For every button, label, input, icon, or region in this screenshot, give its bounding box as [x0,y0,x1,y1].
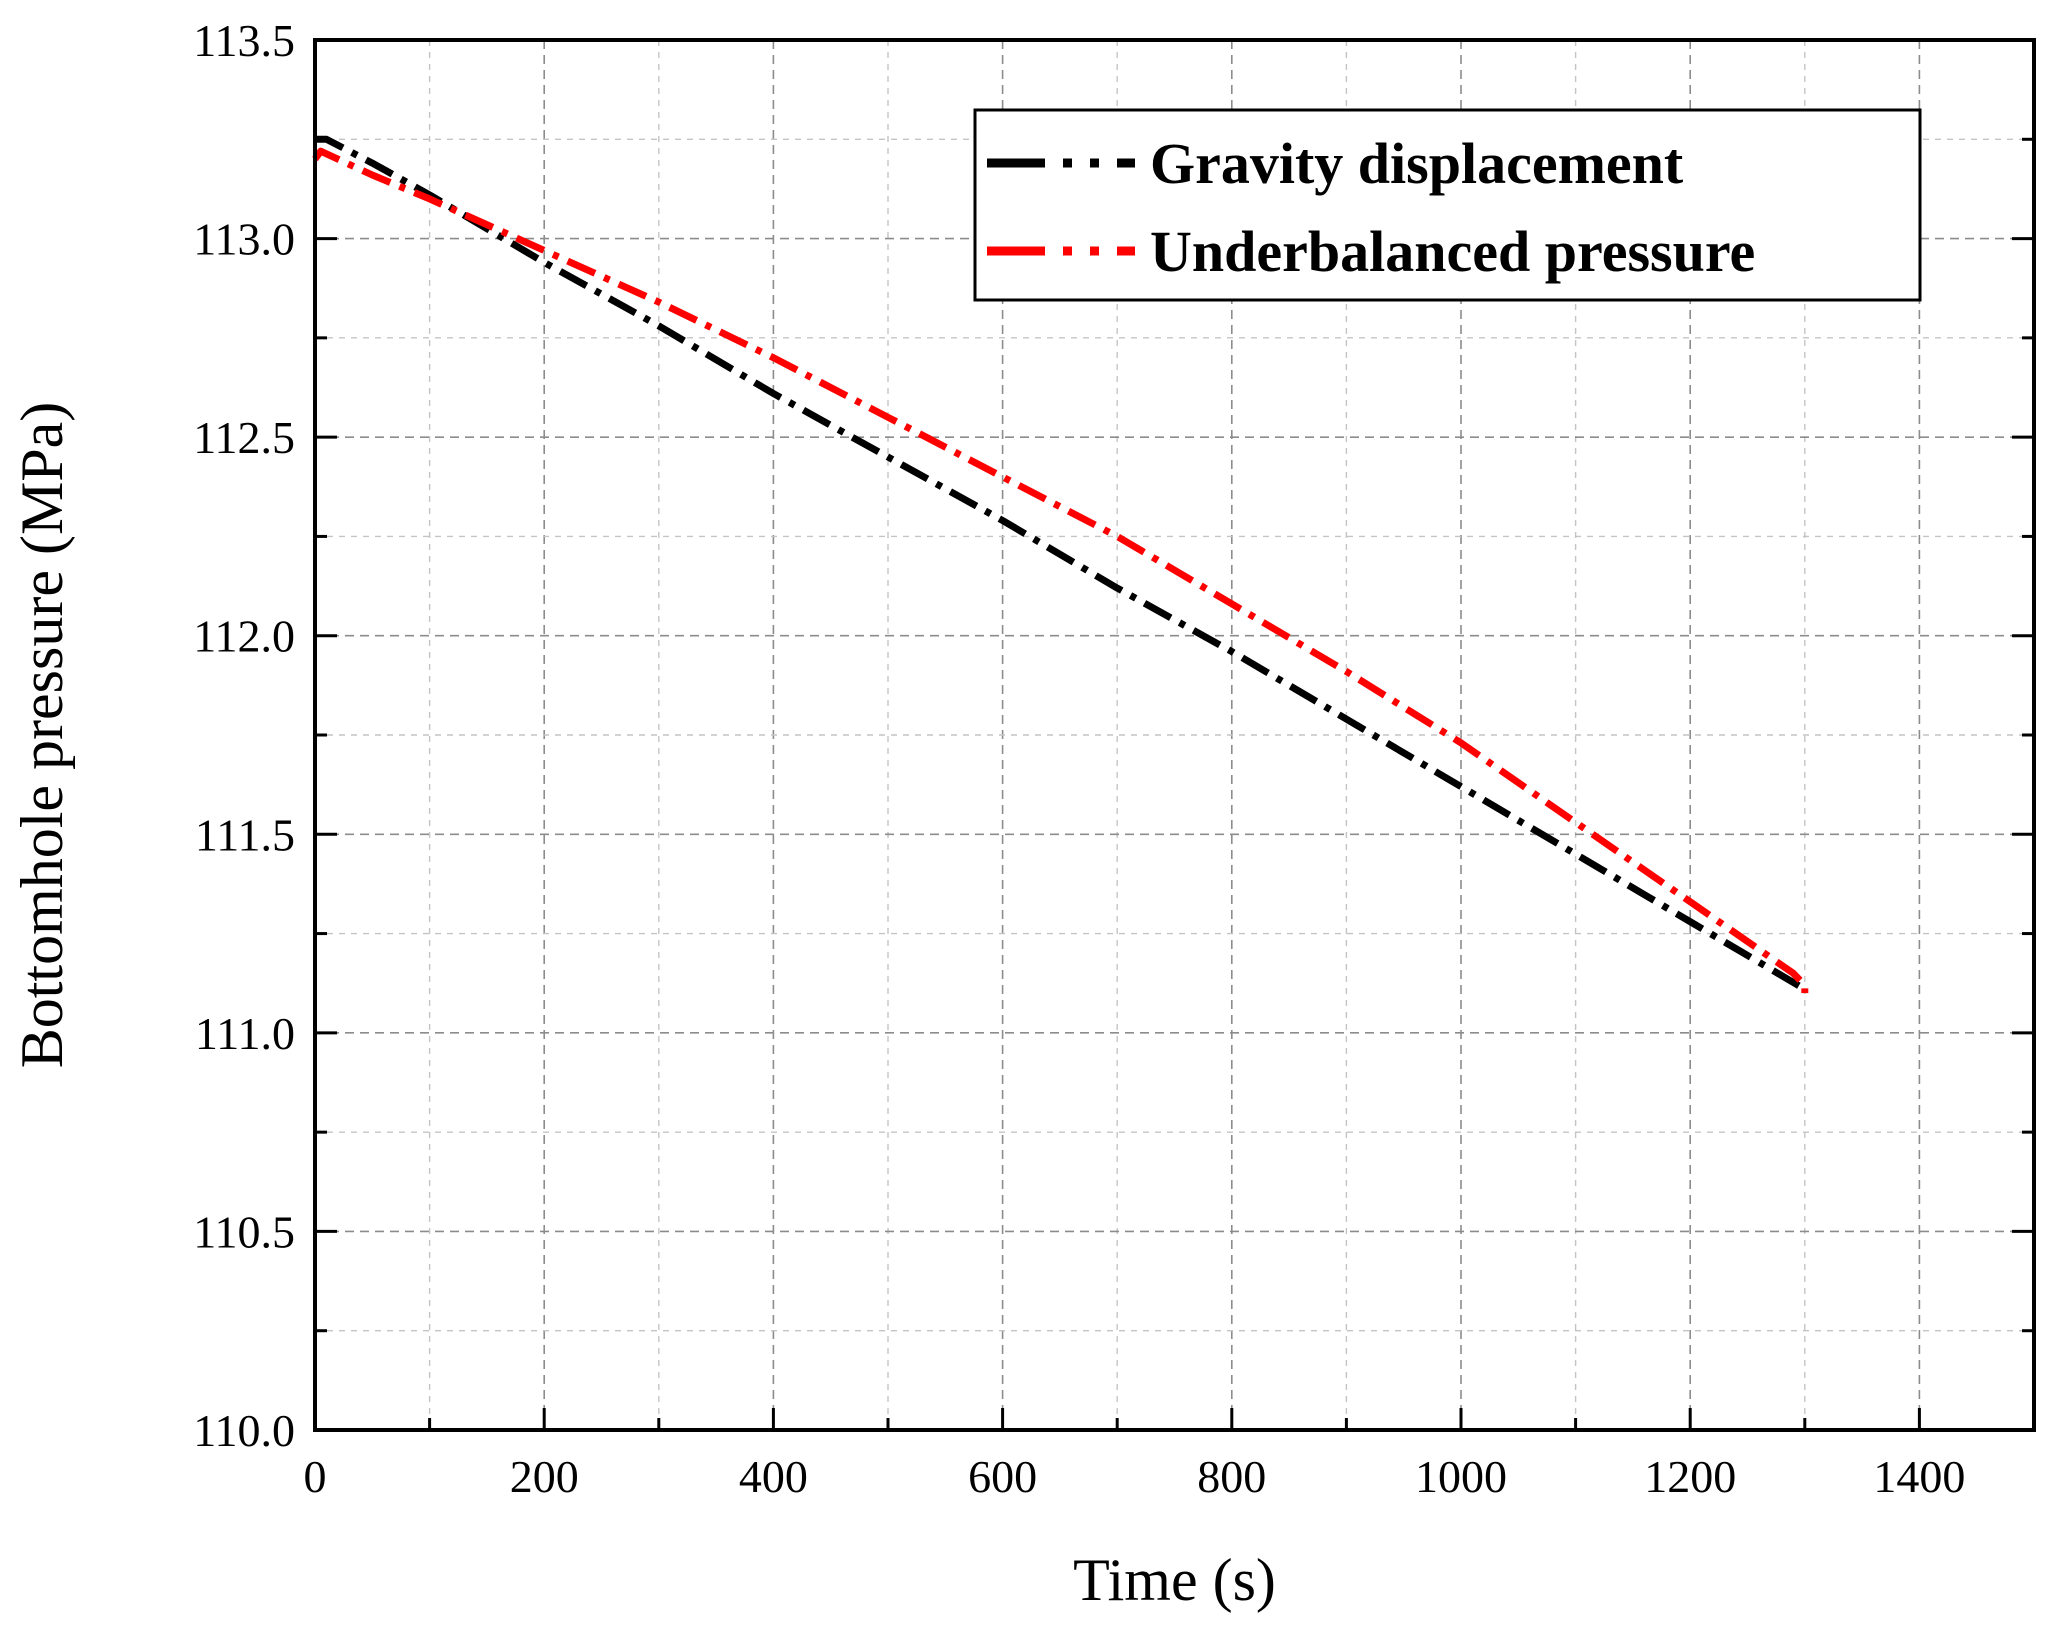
x-tick-label: 1400 [1873,1451,1965,1502]
y-tick-label: 111.0 [195,1008,295,1059]
y-tick-label: 113.5 [193,15,295,66]
y-tick-label: 112.5 [193,412,295,463]
legend-label-gravity-displacement: Gravity displacement [1150,131,1684,196]
x-tick-label: 1000 [1415,1451,1507,1502]
x-tick-label: 800 [1197,1451,1266,1502]
tick-labels: 0 200 400 600 800 1000 1200 1400 110.0 110.5 111.0… [193,15,1965,1502]
x-tick-label: 400 [739,1451,808,1502]
legend-box [973,108,1922,302]
y-tick-label: 111.5 [195,809,295,860]
y-tick-label: 110.0 [193,1405,295,1456]
legend: Gravity displacement Underbalanced press… [973,108,1922,302]
x-axis-title: Time (s) [1073,1547,1276,1613]
legend-label-underbalanced-pressure: Underbalanced pressure [1150,219,1755,284]
x-tick-label: 200 [510,1451,579,1502]
x-tick-label: 0 [304,1451,327,1502]
y-axis-title: Bottomhole pressure (MPa) [9,402,75,1069]
ticks [313,38,2036,1432]
x-tick-label: 600 [968,1451,1037,1502]
y-tick-label: 110.5 [193,1206,295,1257]
series-line-gravity-displacement [315,135,1807,993]
y-tick-label: 113.0 [193,214,295,265]
x-tick-label: 1200 [1644,1451,1736,1502]
y-tick-label: 112.0 [193,611,295,662]
